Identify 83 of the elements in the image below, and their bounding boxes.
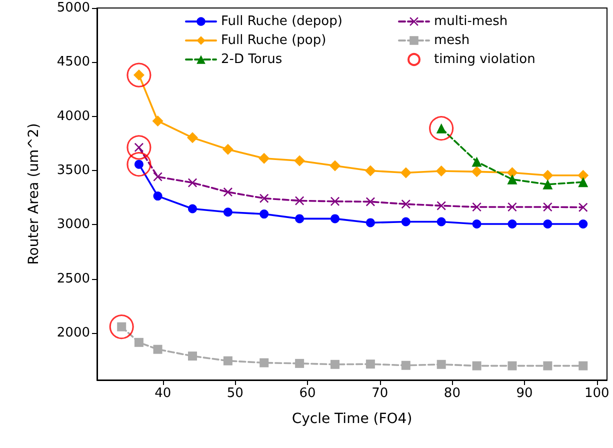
point — [543, 220, 552, 229]
point — [507, 174, 518, 184]
point — [578, 177, 588, 188]
y-tick-label: 3000 — [56, 217, 90, 232]
point — [126, 135, 152, 160]
point — [472, 202, 482, 212]
point — [223, 188, 232, 197]
y-tick-label: 2500 — [56, 271, 90, 286]
point — [295, 358, 304, 368]
legend-label: timing violation — [434, 52, 536, 67]
y-tick-label: 2000 — [56, 325, 90, 340]
point — [366, 218, 375, 228]
point — [295, 196, 304, 206]
point — [401, 217, 410, 226]
point — [472, 156, 482, 167]
legend-label: mesh — [434, 33, 470, 48]
point — [330, 214, 340, 224]
point — [109, 314, 134, 340]
point — [134, 338, 144, 347]
point — [188, 352, 197, 361]
point — [542, 170, 554, 181]
point — [401, 360, 410, 370]
point — [152, 115, 164, 126]
point — [260, 210, 269, 219]
y-tick-label: 3500 — [56, 162, 90, 178]
legend-label: multi-mesh — [434, 14, 508, 29]
x-tick-label: 40 — [154, 386, 172, 401]
point — [543, 361, 552, 370]
point — [294, 155, 306, 166]
point — [578, 202, 588, 212]
y-axis-title: Router Area (um^2) — [26, 123, 42, 265]
point — [429, 116, 454, 141]
point — [188, 178, 197, 188]
y-tick-label: 5000 — [56, 0, 90, 16]
point — [223, 208, 232, 217]
point — [153, 344, 162, 354]
point — [222, 144, 234, 155]
y-tick-label: 4500 — [56, 54, 90, 70]
legend-label: Full Ruche (depop) — [221, 14, 342, 29]
point — [366, 360, 375, 369]
point — [330, 160, 340, 172]
point — [366, 197, 375, 206]
point — [400, 167, 412, 178]
point — [260, 194, 269, 203]
x-axis-title: Cycle Time (FO4) — [292, 411, 412, 427]
point — [258, 152, 270, 164]
point — [364, 165, 376, 176]
x-tick-label: 90 — [516, 386, 533, 401]
legend-label: 2-D Torus — [221, 52, 282, 67]
point — [401, 200, 410, 209]
point — [223, 356, 232, 366]
point — [472, 220, 482, 229]
y-tick-label: 4000 — [56, 108, 90, 124]
point — [126, 62, 152, 88]
x-tick-label: 70 — [372, 386, 388, 401]
point — [186, 132, 198, 144]
point — [330, 360, 340, 369]
point — [126, 152, 152, 177]
point — [542, 179, 553, 190]
point — [508, 202, 517, 212]
point — [578, 361, 588, 370]
x-tick-label: 80 — [444, 386, 460, 401]
point — [153, 192, 162, 201]
point — [508, 361, 517, 370]
point — [436, 166, 447, 177]
point — [330, 196, 340, 206]
point — [578, 170, 589, 181]
x-tick-label: 50 — [226, 386, 244, 401]
point — [578, 220, 588, 229]
point — [436, 217, 446, 226]
x-tick-label: 100 — [584, 386, 610, 401]
point — [436, 201, 446, 210]
point — [472, 361, 482, 370]
point — [188, 204, 197, 214]
point — [436, 360, 446, 369]
point — [508, 220, 517, 229]
point — [260, 358, 269, 368]
point — [543, 202, 552, 212]
point — [295, 214, 304, 224]
point — [506, 167, 518, 178]
legend-label: Full Ruche (pop) — [221, 33, 326, 48]
point — [471, 166, 482, 178]
x-tick-label: 60 — [299, 386, 316, 401]
